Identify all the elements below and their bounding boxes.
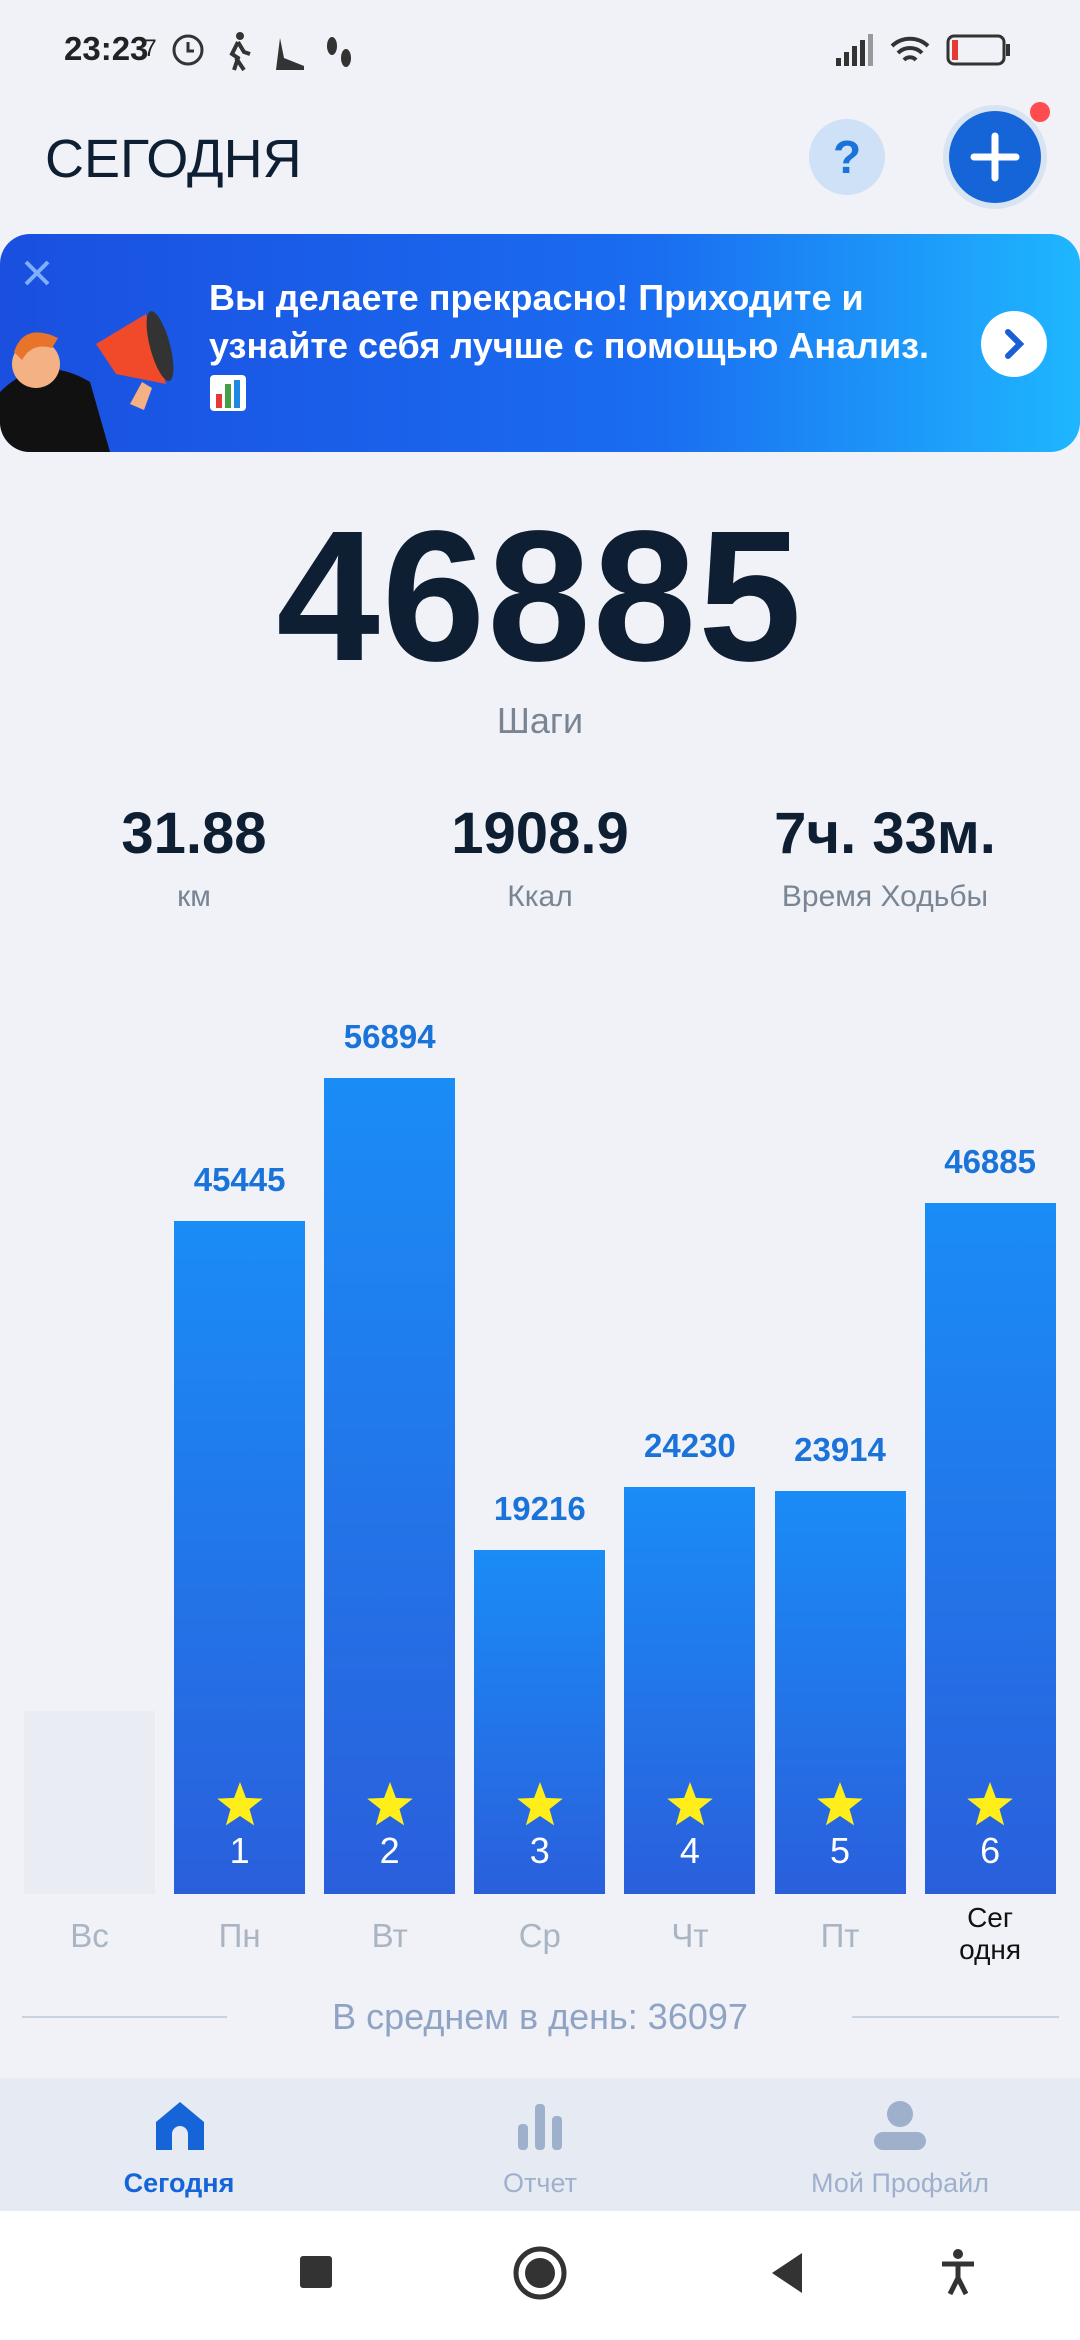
add-button[interactable] — [940, 102, 1052, 214]
screen-title: СЕГОДНЯ — [45, 129, 302, 189]
bar-value-label: 19216 — [493, 1489, 586, 1527]
weekly-chart: Вс 45445 1 Пн 56894 2 Вт 19216 3 Ср 24230 4 Чт 23914 5… — [24, 1018, 1056, 1965]
banner-emoji — [210, 375, 246, 411]
system-nav-buttons — [300, 2246, 974, 2300]
badge-star — [216, 1782, 263, 1826]
nav-label[interactable]: Отчет — [503, 2168, 577, 2198]
bar — [924, 1203, 1056, 1894]
badge-star — [817, 1782, 863, 1826]
bar — [324, 1078, 456, 1894]
badge-number: 1 — [229, 1830, 250, 1871]
accessibility-button[interactable] — [942, 2249, 974, 2296]
daily-average: В среднем в день: 36097 — [332, 1996, 748, 2037]
status-system-icons — [836, 34, 1010, 66]
badge-number: 3 — [529, 1830, 550, 1871]
bar-value-label: 45445 — [193, 1161, 286, 1199]
badge-number: 2 — [379, 1830, 400, 1871]
stat-label: Ккал — [507, 880, 573, 913]
stat-value: 1908.9 — [451, 801, 629, 866]
bar-value-label: 23914 — [794, 1430, 886, 1468]
x-tick-label: Пт — [820, 1917, 860, 1954]
badge-star — [366, 1782, 413, 1826]
divider — [22, 2016, 227, 2018]
bar-value-label: 24230 — [644, 1426, 736, 1464]
nav-label[interactable]: Сегодня — [123, 2168, 235, 2198]
badge-number: 6 — [980, 1830, 1001, 1871]
bar — [774, 1490, 906, 1894]
bar — [174, 1221, 306, 1894]
banner-text: Вы делаете прекрасно! Приходите и узнайт… — [209, 277, 930, 366]
bar-value-label: 46885 — [944, 1143, 1036, 1181]
steps-label: Шаги — [496, 700, 584, 741]
badge-star — [967, 1782, 1013, 1826]
status-time: 23:23 — [64, 30, 149, 67]
badge-number: 4 — [679, 1830, 700, 1871]
x-tick-label: Вт — [371, 1917, 408, 1954]
divider — [852, 2016, 1059, 2018]
recents-button[interactable] — [300, 2256, 332, 2288]
empty-bar — [24, 1711, 155, 1894]
back-button[interactable] — [772, 2253, 802, 2293]
status-icons — [172, 32, 351, 72]
x-tick-label: Чт — [671, 1917, 709, 1954]
x-tick-label: Ср — [518, 1917, 561, 1954]
nav-label[interactable]: Мой Профайл — [811, 2168, 989, 2198]
stat-label: км — [177, 880, 211, 913]
badge-star — [667, 1782, 713, 1826]
nav-home-icon[interactable] — [152, 2098, 208, 2154]
bar — [624, 1486, 756, 1894]
bar — [474, 1549, 606, 1894]
nav-report-icon[interactable] — [512, 2098, 568, 2154]
stat-label: Время Ходьбы — [781, 880, 989, 913]
battery-level: 7 — [143, 35, 157, 62]
banner-arrow-button[interactable] — [980, 310, 1048, 378]
home-button[interactable] — [513, 2246, 567, 2300]
help-button[interactable]: ? — [809, 119, 885, 195]
banner-illustration — [0, 260, 174, 452]
promo-banner[interactable]: Вы делаете прекрасно! Приходите и узнайт… — [0, 234, 1080, 452]
stat-value: 31.88 — [121, 801, 267, 866]
badge-star — [516, 1782, 563, 1826]
x-tick-label: Пн — [218, 1917, 261, 1954]
bar-value-label: 56894 — [343, 1018, 436, 1055]
stat-value: 7ч. 33м. — [774, 801, 996, 866]
nav-profile-icon[interactable] — [872, 2098, 928, 2154]
steps-count: 46885 — [276, 493, 804, 700]
x-tick-label: Сег одня — [959, 1902, 1022, 1965]
badge-number: 5 — [829, 1830, 851, 1871]
x-tick-label: Вс — [70, 1917, 109, 1954]
